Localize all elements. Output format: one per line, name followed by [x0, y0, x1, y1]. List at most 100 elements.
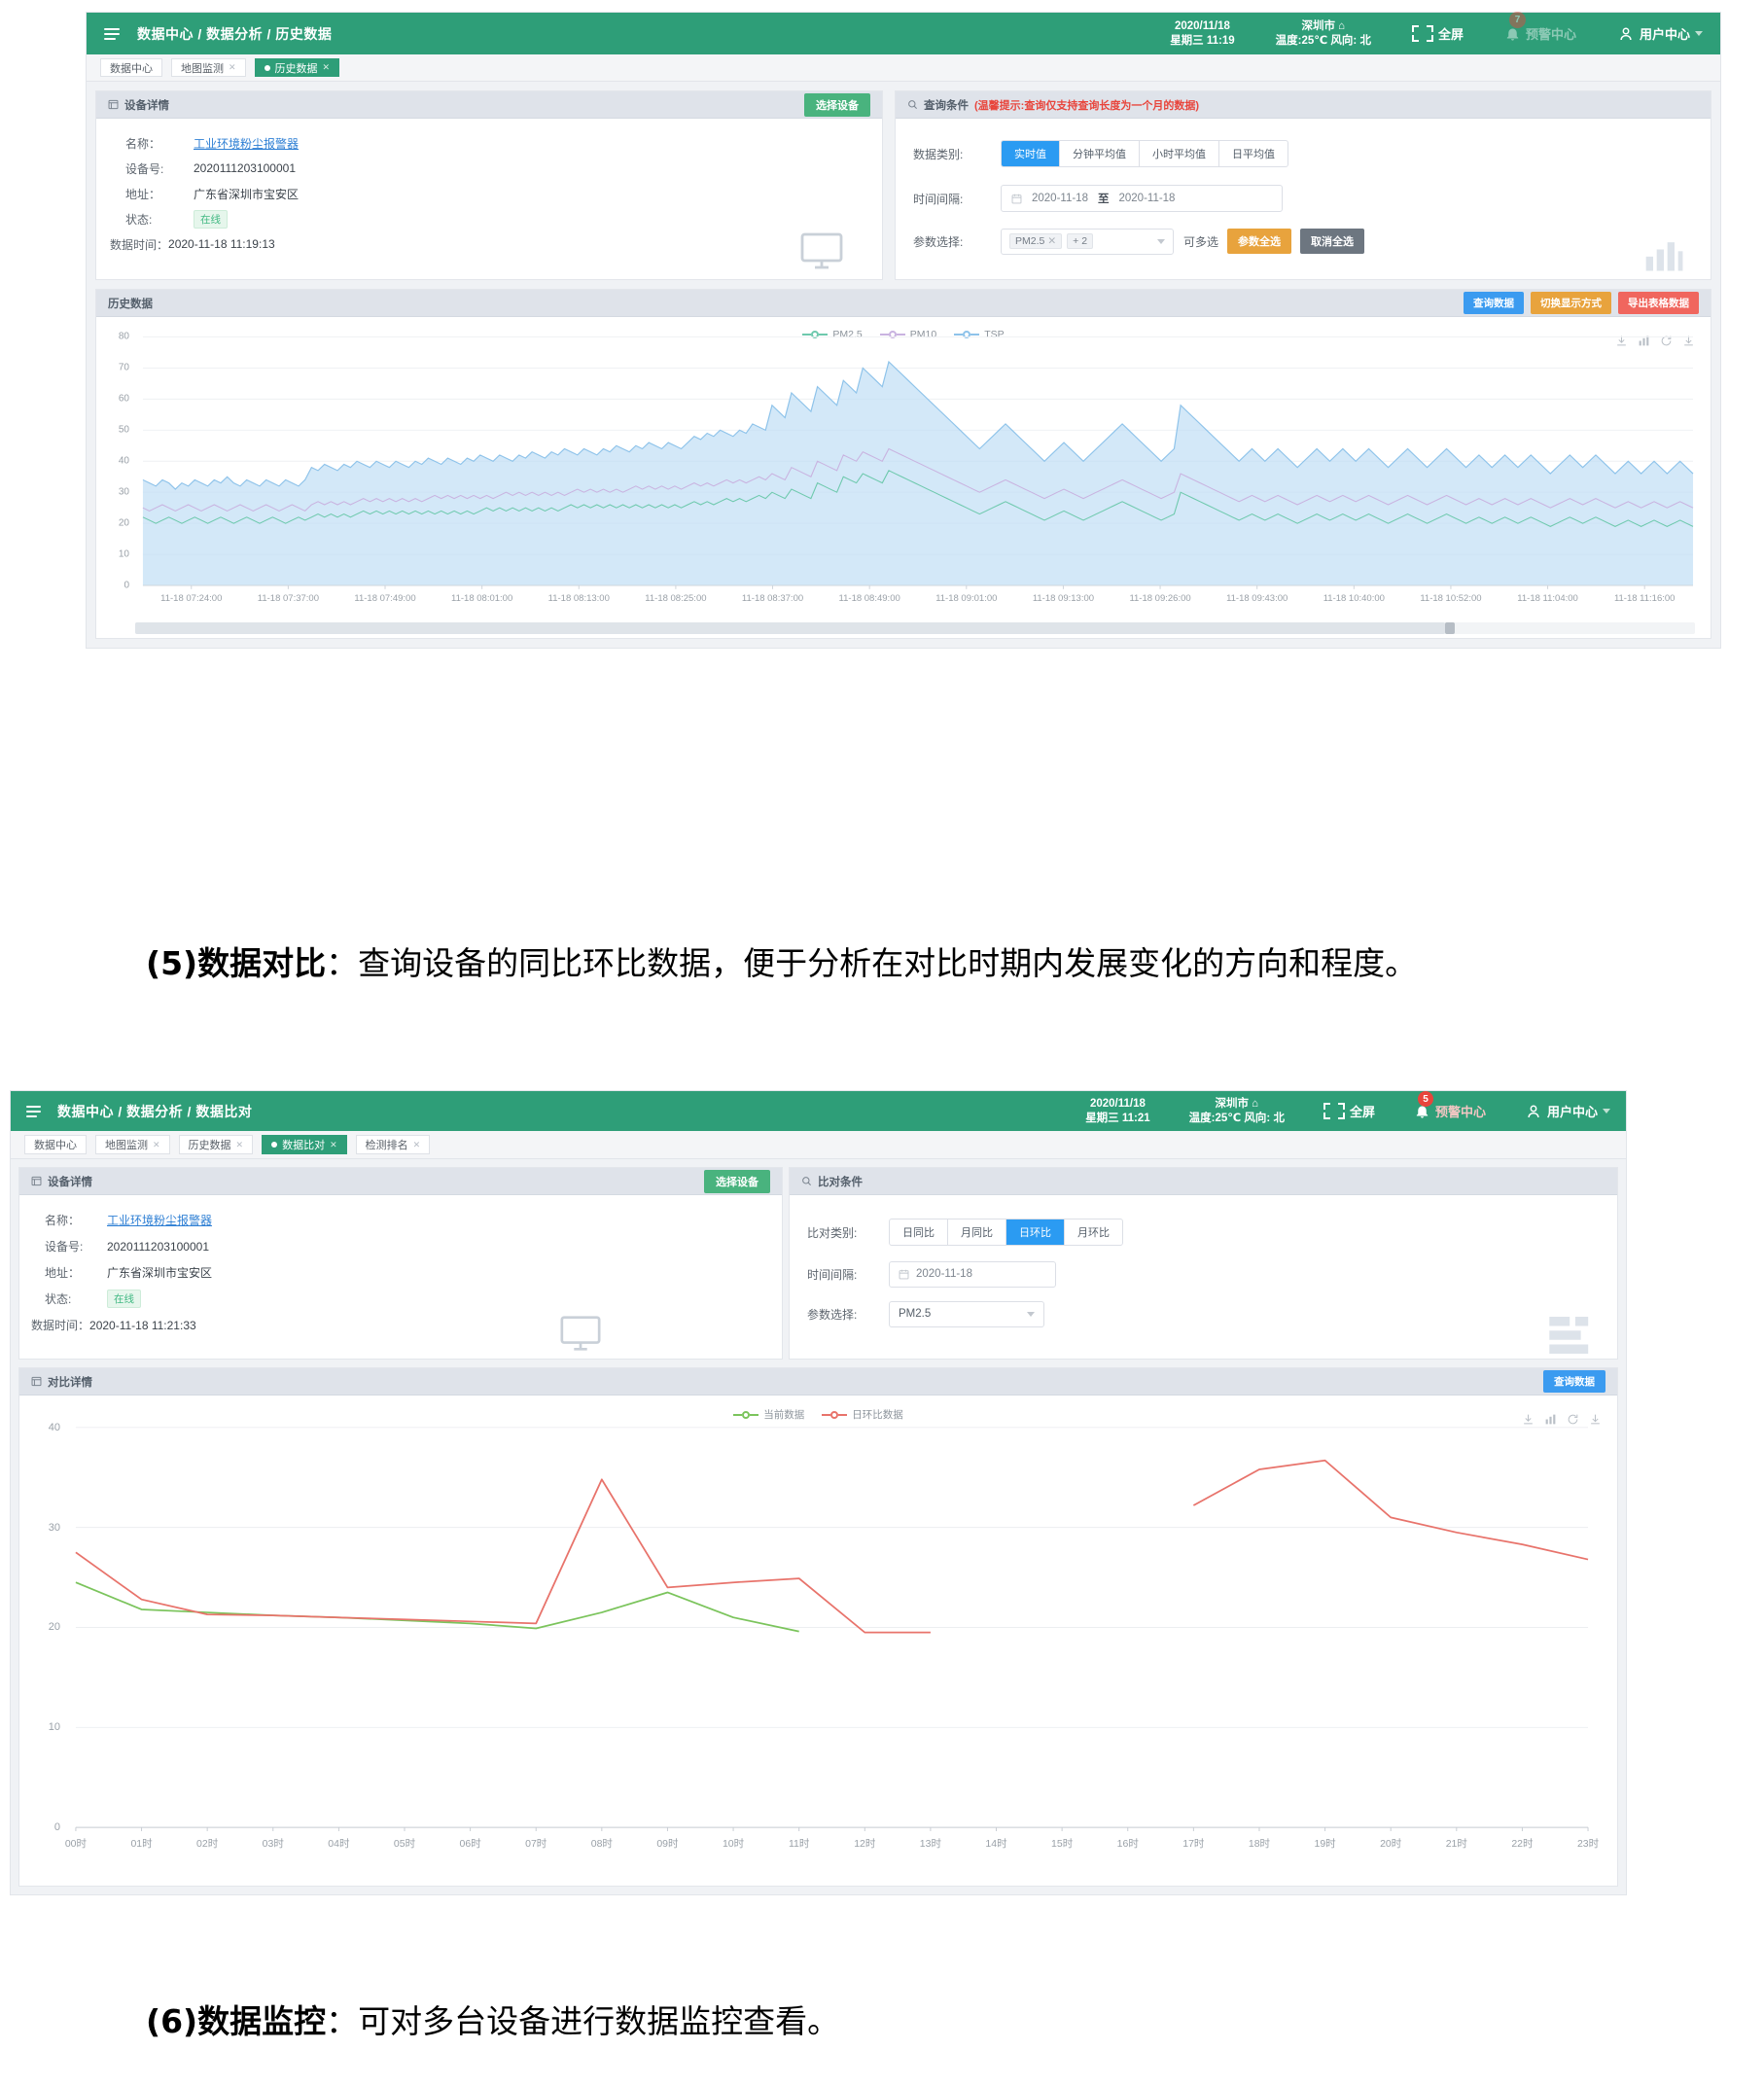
- chart-scrollbar-1[interactable]: [135, 622, 1695, 634]
- param-chip-pm25[interactable]: PM2.5 ✕: [1009, 233, 1063, 249]
- x-axis-tick: 21时: [1445, 1837, 1467, 1850]
- hamburger-icon[interactable]: [104, 27, 120, 41]
- tab-map-monitor[interactable]: 地图监测 ✕: [95, 1135, 170, 1154]
- compare-type-segmented[interactable]: 日同比 月同比 日环比 月环比: [889, 1219, 1123, 1246]
- close-icon[interactable]: ✕: [235, 1139, 244, 1149]
- close-icon[interactable]: ✕: [330, 1139, 337, 1149]
- status-badge: 在线: [194, 209, 228, 229]
- tab-history-data[interactable]: 历史数据 ✕: [254, 58, 340, 77]
- panel-title: 比对条件: [818, 1176, 863, 1188]
- tab-data-center[interactable]: 数据中心: [24, 1135, 87, 1154]
- user-icon: [1528, 1105, 1539, 1117]
- select-device-button[interactable]: 选择设备: [704, 1169, 770, 1193]
- date-input[interactable]: 2020-11-18: [889, 1260, 1056, 1288]
- field-value[interactable]: 工业环境粉尘报警器: [194, 136, 300, 151]
- alarm-center-button[interactable]: 预警中心 5: [1414, 1091, 1486, 1120]
- bell-icon: [1506, 28, 1519, 41]
- hamburger-icon[interactable]: [26, 1105, 41, 1117]
- select-all-params-button[interactable]: 参数全选: [1227, 229, 1292, 254]
- x-axis-tick: 02时: [196, 1837, 219, 1850]
- legend-item-tsp[interactable]: TSP: [954, 329, 1005, 340]
- device-field-address: 地址： 广东省深圳市宝安区: [19, 1259, 782, 1286]
- comparison-chart: 当前数据 日环比数据 0 10 20 30 40 00时 01时 02时 03时 04时 05时 06…: [19, 1396, 1617, 1886]
- device-field-name: 名称： 工业环境粉尘报警器: [96, 130, 882, 156]
- seg-realtime[interactable]: 实时值: [1002, 141, 1060, 166]
- refresh-icon[interactable]: [1567, 1413, 1579, 1426]
- tab-label: 地图监测: [105, 1140, 148, 1151]
- y-axis-tick: 10: [118, 548, 129, 560]
- fullscreen-icon: [1323, 1103, 1345, 1119]
- select-device-button[interactable]: 选择设备: [804, 92, 870, 117]
- download-icon[interactable]: [1522, 1413, 1535, 1426]
- fullscreen-button[interactable]: 全屏: [1323, 1102, 1375, 1120]
- legend-item-dod[interactable]: 日环比数据: [822, 1407, 903, 1422]
- field-label: 名称：: [45, 1214, 81, 1227]
- bar-chart-icon[interactable]: [1638, 335, 1650, 347]
- param-select[interactable]: PM2.5 ✕ + 2: [1001, 228, 1174, 255]
- bar-chart-icon[interactable]: [1544, 1413, 1557, 1426]
- tab-data-center[interactable]: 数据中心: [100, 58, 162, 77]
- chart-toolbox-2[interactable]: [1522, 1413, 1602, 1426]
- seg-hour-avg[interactable]: 小时平均值: [1140, 141, 1219, 166]
- x-axis-tick: 01时: [130, 1837, 153, 1850]
- history-chart-labels: 0 10 20 30 40 50 60 70 80 11-18 07:24:00 11-18 07:…: [96, 317, 1711, 638]
- device-detail-header: 设备详情 选择设备: [19, 1168, 782, 1195]
- panel-title: 历史数据: [108, 298, 153, 310]
- x-axis-tick: 03时: [262, 1837, 284, 1850]
- export-table-button[interactable]: 导出表格数据: [1618, 292, 1699, 314]
- param-row: 参数选择: PM2.5 ✕ + 2 可多选 参数全选 取消全选: [896, 222, 1711, 261]
- tab-label: 数据中心: [34, 1140, 77, 1151]
- seg-minute-avg[interactable]: 分钟平均值: [1060, 141, 1140, 166]
- chevron-down-icon[interactable]: [1157, 238, 1165, 244]
- clear-all-params-button[interactable]: 取消全选: [1300, 229, 1365, 254]
- chip-close-icon[interactable]: ✕: [1047, 235, 1057, 247]
- chevron-down-icon[interactable]: [1027, 1311, 1035, 1317]
- compare-icon: [31, 1376, 42, 1387]
- close-icon[interactable]: ✕: [412, 1139, 421, 1149]
- param-select[interactable]: PM2.5: [889, 1300, 1044, 1327]
- seg-month-mom[interactable]: 月环比: [1077, 1227, 1110, 1239]
- datatype-segmented[interactable]: 实时值 分钟平均值 小时平均值 日平均值: [1001, 140, 1288, 167]
- user-center-button[interactable]: 用户中心: [1525, 1102, 1610, 1120]
- legend-item-pm25[interactable]: PM2.5: [802, 329, 863, 340]
- x-axis-tick: 11时: [788, 1837, 810, 1850]
- scrollbar-handle[interactable]: [1445, 622, 1456, 634]
- legend-item-pm10[interactable]: PM10: [879, 329, 936, 340]
- tab-data-comparison[interactable]: 数据比对 ✕: [262, 1135, 347, 1154]
- alarm-center-button[interactable]: 预警中心 7: [1504, 12, 1576, 43]
- x-axis-tick: 11-18 08:49:00: [838, 592, 900, 604]
- close-icon[interactable]: ✕: [229, 62, 236, 72]
- user-center-label: 用户中心: [1639, 27, 1690, 42]
- scrollbar-thumb[interactable]: [135, 622, 1446, 634]
- fullscreen-label: 全屏: [1437, 27, 1464, 42]
- fullscreen-button[interactable]: 全屏: [1411, 24, 1464, 43]
- seg-day-avg[interactable]: 日平均值: [1232, 149, 1275, 160]
- field-value[interactable]: 工业环境粉尘报警器: [107, 1214, 213, 1227]
- seg-day-mom[interactable]: 日环比: [1006, 1219, 1065, 1245]
- x-axis-tick: 10时: [722, 1837, 745, 1850]
- y-axis-tick: 10: [48, 1721, 60, 1734]
- tab-label: 历史数据: [274, 62, 318, 75]
- query-data-button[interactable]: 查询数据: [1543, 1370, 1605, 1393]
- field-value: 2020-11-18 11:21:33: [89, 1318, 196, 1332]
- field-value: 广东省深圳市宝安区: [107, 1266, 213, 1280]
- tab-detection-ranking[interactable]: 检测排名 ✕: [355, 1135, 431, 1154]
- param-label: 参数选择:: [807, 1307, 858, 1322]
- close-icon[interactable]: ✕: [153, 1139, 160, 1149]
- save-icon[interactable]: [1589, 1413, 1602, 1426]
- tab-label: 数据中心: [110, 62, 153, 75]
- date-range-input[interactable]: 2020-11-18 至 2020-11-18: [1001, 185, 1283, 212]
- tab-history-data[interactable]: 历史数据 ✕: [178, 1135, 254, 1154]
- search-icon: [908, 100, 917, 109]
- history-chart-panel: 历史数据 查询数据 切换显示方式 导出表格数据 PM2.5 PM10: [95, 289, 1711, 639]
- seg-day-yoy[interactable]: 日同比: [890, 1219, 948, 1245]
- tab-map-monitor[interactable]: 地图监测 ✕: [171, 58, 246, 77]
- user-center-button[interactable]: 用户中心: [1617, 24, 1703, 43]
- legend-item-current[interactable]: 当前数据: [733, 1407, 804, 1422]
- switch-display-button[interactable]: 切换显示方式: [1531, 292, 1611, 314]
- x-axis-tick: 11-18 08:13:00: [547, 592, 610, 604]
- query-data-button[interactable]: 查询数据: [1464, 292, 1524, 314]
- seg-month-yoy[interactable]: 月同比: [948, 1219, 1006, 1245]
- close-icon[interactable]: ✕: [322, 62, 331, 72]
- user-icon: [1620, 27, 1632, 40]
